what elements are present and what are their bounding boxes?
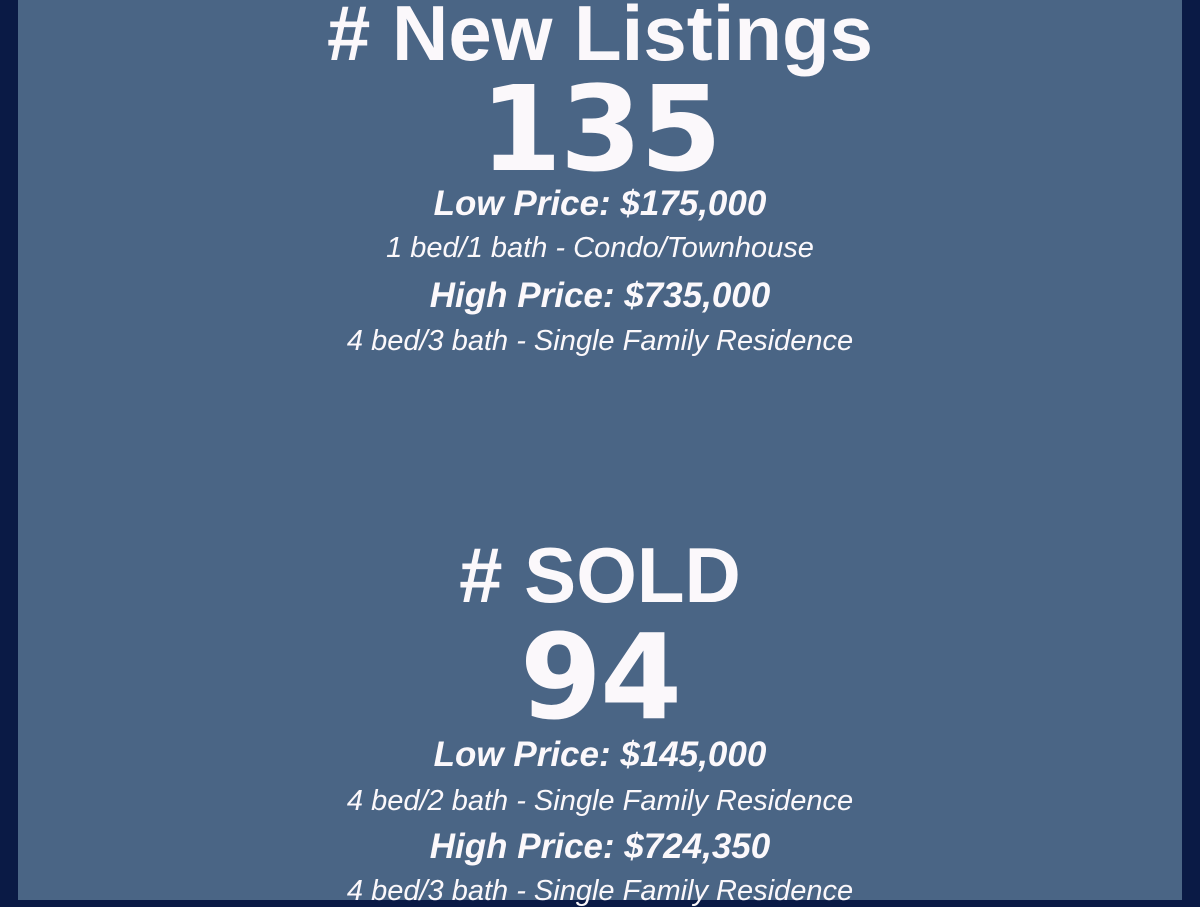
content-panel	[18, 0, 1182, 900]
new-listings-heading: # New Listings	[326, 0, 874, 77]
new-listings-count: 135	[479, 60, 722, 198]
sold-high-price: High Price: $724,350	[429, 827, 771, 866]
new-listings-high-detail: 4 bed/3 bath - Single Family Residence	[346, 325, 854, 357]
new-listings-low-detail: 1 bed/1 bath - Condo/Townhouse	[386, 232, 814, 264]
sold-heading: # SOLD	[459, 531, 741, 619]
sold-count: 94	[519, 608, 682, 746]
sold-high-detail: 4 bed/3 bath - Single Family Residence	[346, 875, 854, 907]
new-listings-low-price: Low Price: $175,000	[433, 184, 767, 223]
new-listings-high-price: High Price: $735,000	[429, 276, 771, 315]
sold-low-price: Low Price: $145,000	[433, 735, 767, 774]
sold-low-detail: 4 bed/2 bath - Single Family Residence	[346, 785, 854, 817]
